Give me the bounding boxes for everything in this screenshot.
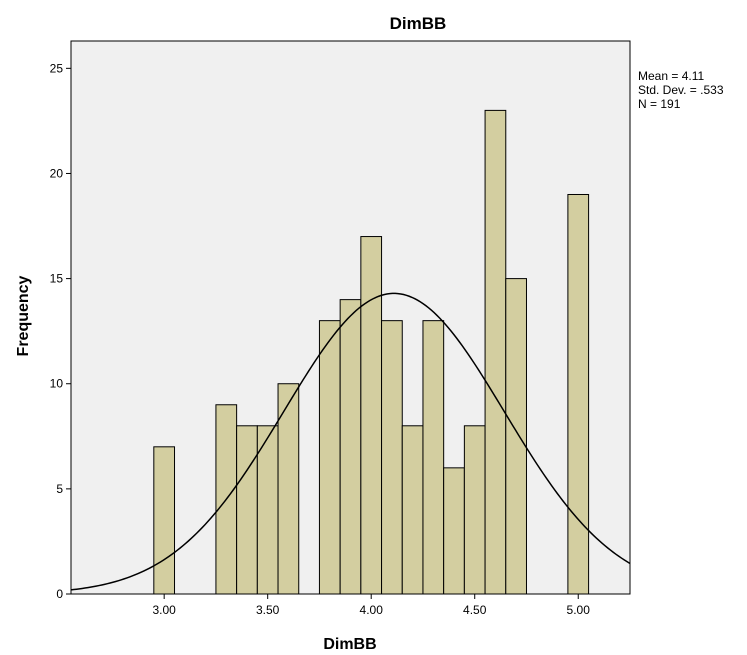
x-tick-label: 5.00 <box>567 603 591 617</box>
histogram-bar <box>153 446 176 595</box>
y-tick-label: 10 <box>50 377 64 391</box>
x-axis-title: DimBB <box>323 636 376 653</box>
histogram-bar <box>401 425 424 595</box>
histogram-bar <box>484 109 507 595</box>
histogram-bar <box>422 320 445 595</box>
histogram-bar <box>463 425 486 595</box>
y-tick-label: 20 <box>50 166 64 180</box>
x-tick-label: 4.50 <box>463 603 487 617</box>
summary-stats: Mean = 4.11 Std. Dev. = .533 N = 191 <box>638 69 724 111</box>
chart-title: DimBB <box>390 14 447 33</box>
x-tick-label: 3.00 <box>152 603 176 617</box>
axes: 0 5 10 15 20 25 3.00 3.50 4.00 4.50 5.00 <box>50 61 591 617</box>
histogram-bar <box>443 467 465 595</box>
stat-std-dev: Std. Dev. = .533 <box>638 83 724 97</box>
histogram-bar <box>567 193 590 595</box>
x-tick-label: 3.50 <box>256 603 280 617</box>
stat-mean: Mean = 4.11 <box>638 69 704 83</box>
histogram-bars <box>153 109 590 595</box>
histogram-bar <box>381 320 403 595</box>
histogram-bar <box>339 299 362 595</box>
histogram-bar <box>505 278 527 595</box>
histogram-bar <box>256 425 279 595</box>
y-tick-label: 15 <box>50 272 64 286</box>
y-tick-label: 25 <box>50 61 64 75</box>
histogram-bar <box>360 236 383 595</box>
histogram-bar <box>236 425 258 595</box>
stat-n: N = 191 <box>638 97 681 111</box>
y-axis-title: Frequency <box>15 275 32 356</box>
y-tick-label: 5 <box>56 482 63 496</box>
normal-curve <box>70 292 631 591</box>
x-tick-label: 4.00 <box>360 603 384 617</box>
y-tick-label: 0 <box>56 587 63 601</box>
plot-border <box>70 40 631 595</box>
histogram-bar <box>318 320 341 595</box>
